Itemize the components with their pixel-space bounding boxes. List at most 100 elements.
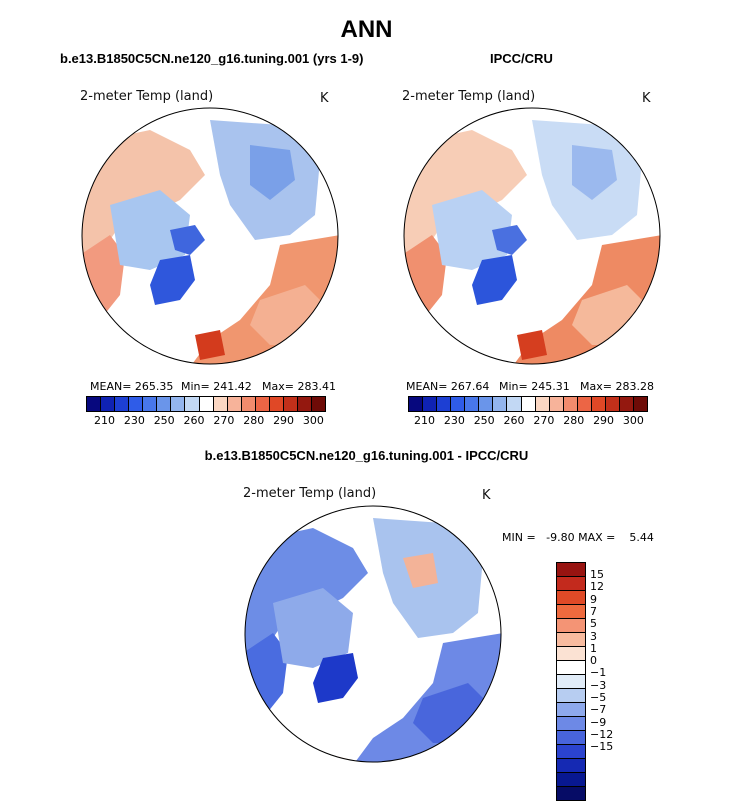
colorbar-cell xyxy=(557,661,585,675)
canada-cold xyxy=(432,190,512,270)
colorbar-cell xyxy=(557,689,585,703)
colorbar-cell xyxy=(634,397,648,411)
colorbar-tick-label: 210 xyxy=(414,414,435,427)
arctic-archipelago xyxy=(170,225,205,255)
colorbar-cell xyxy=(129,397,144,411)
colorbar-tick-label: 260 xyxy=(503,414,525,427)
panel1-max-label: Max= 283.41 xyxy=(262,380,336,393)
colorbar-cell xyxy=(549,397,564,411)
panel3-polar-map xyxy=(244,505,502,763)
panel3-subtitle: b.e13.B1850C5CN.ne120_g16.tuning.001 - I… xyxy=(204,448,529,463)
colorbar-tick-label: 230 xyxy=(123,414,145,427)
colorbar-tick-label: 7 xyxy=(590,604,597,618)
panel2-mean-label: MEAN= 267.64 xyxy=(406,380,490,393)
colorbar-cell xyxy=(87,397,102,411)
siberia-core xyxy=(250,145,295,200)
panel3-variable-label: 2-meter Temp (land) xyxy=(243,486,377,501)
colorbar-cell xyxy=(297,397,312,411)
siberia-warm-patch xyxy=(403,553,438,588)
panel2-subtitle: IPCC/CRU xyxy=(490,51,553,66)
panel2-max-label: Max= 283.28 xyxy=(580,380,654,393)
colorbar-cell xyxy=(535,397,550,411)
panel1-subtitle: b.e13.B1850C5CN.ne120_g16.tuning.001 (yr… xyxy=(60,51,364,66)
colorbar-tick-label: 280 xyxy=(243,414,265,427)
panel2-min-label: Min= 245.31 xyxy=(499,380,570,393)
colorbar-cell xyxy=(557,745,585,759)
british-isles xyxy=(195,330,225,360)
panel2-polar-map xyxy=(403,107,661,365)
colorbar-cell xyxy=(557,563,585,577)
colorbar-tick-label: −5 xyxy=(590,691,607,704)
panel3-units-label: K xyxy=(482,488,491,503)
greenland-diff xyxy=(313,653,358,703)
colorbar-cell xyxy=(557,619,585,633)
colorbar-tick-label: 280 xyxy=(563,414,585,427)
colorbar-tick-label: 290 xyxy=(273,414,295,427)
colorbar-cell xyxy=(619,397,634,411)
colorbar-cell xyxy=(557,787,585,800)
colorbar-cell xyxy=(312,397,326,411)
colorbar-cell xyxy=(557,605,585,619)
colorbar-cell xyxy=(101,397,116,411)
colorbar-cell xyxy=(557,773,585,787)
arctic-archipelago xyxy=(492,225,527,255)
canada-diff xyxy=(273,588,353,668)
panel2-units-label: K xyxy=(642,91,651,106)
colorbar-cell xyxy=(409,397,424,411)
colorbar-tick-label: 3 xyxy=(590,629,597,643)
colorbar-cell xyxy=(557,577,585,591)
colorbar-tick-label: 12 xyxy=(590,580,604,594)
panel2-variable-label: 2-meter Temp (land) xyxy=(402,89,536,104)
colorbar-cell xyxy=(143,397,158,411)
colorbar-cell xyxy=(241,397,256,411)
greenland xyxy=(150,255,195,305)
colorbar-cell xyxy=(171,397,186,411)
colorbar-cell xyxy=(199,397,214,411)
colorbar-tick-label: −12 xyxy=(590,727,614,741)
colorbar-cell xyxy=(115,397,130,411)
colorbar-cell xyxy=(557,647,585,661)
canada-cold xyxy=(110,190,190,270)
colorbar-tick-label: 300 xyxy=(622,414,644,427)
main-title: ANN xyxy=(340,16,393,43)
colorbar-cell xyxy=(465,397,480,411)
colorbar-tick-label: 260 xyxy=(183,414,205,427)
colorbar-cell xyxy=(557,675,585,689)
panel2-colorbar xyxy=(408,396,648,412)
panel1-mean-label: MEAN= 265.35 xyxy=(90,380,174,393)
colorbar-tick-label: 250 xyxy=(153,414,175,427)
panel1-colorbar-ticks: 210 230 250 260 270 280 290 300 xyxy=(94,414,324,427)
colorbar-tick-label: 270 xyxy=(213,414,235,427)
colorbar-tick-label: 300 xyxy=(302,414,324,427)
colorbar-cell xyxy=(557,703,585,717)
colorbar-cell xyxy=(557,633,585,647)
colorbar-cell xyxy=(255,397,270,411)
panel3-minmax-label: MIN = -9.80 MAX = 5.44 xyxy=(502,531,654,544)
greenland xyxy=(472,255,517,305)
colorbar-tick-label: −7 xyxy=(590,703,607,717)
colorbar-cell xyxy=(269,397,284,411)
colorbar-tick-label: 9 xyxy=(590,592,597,606)
colorbar-tick-label: −15 xyxy=(590,740,614,754)
colorbar-cell xyxy=(423,397,438,411)
panel2-colorbar-ticks: 210 230 250 260 270 280 290 300 xyxy=(414,414,644,427)
colorbar-cell xyxy=(185,397,200,411)
panel1-polar-map xyxy=(81,107,339,365)
colorbar-cell xyxy=(493,397,508,411)
colorbar-tick-label: 1 xyxy=(590,641,597,655)
colorbar-cell xyxy=(507,397,522,411)
colorbar-tick-label: 290 xyxy=(593,414,615,427)
colorbar-tick-label: −3 xyxy=(590,678,607,692)
colorbar-tick-label: 210 xyxy=(94,414,115,427)
colorbar-cell xyxy=(557,731,585,745)
colorbar-cell xyxy=(437,397,452,411)
colorbar-cell xyxy=(563,397,578,411)
panel1-colorbar xyxy=(86,396,326,412)
colorbar-cell xyxy=(521,397,536,411)
colorbar-tick-label: −9 xyxy=(590,715,607,729)
colorbar-tick-label: 270 xyxy=(533,414,555,427)
colorbar-cell xyxy=(557,717,585,731)
colorbar-cell xyxy=(557,591,585,605)
colorbar-cell xyxy=(451,397,466,411)
panel1-units-label: K xyxy=(320,91,329,106)
